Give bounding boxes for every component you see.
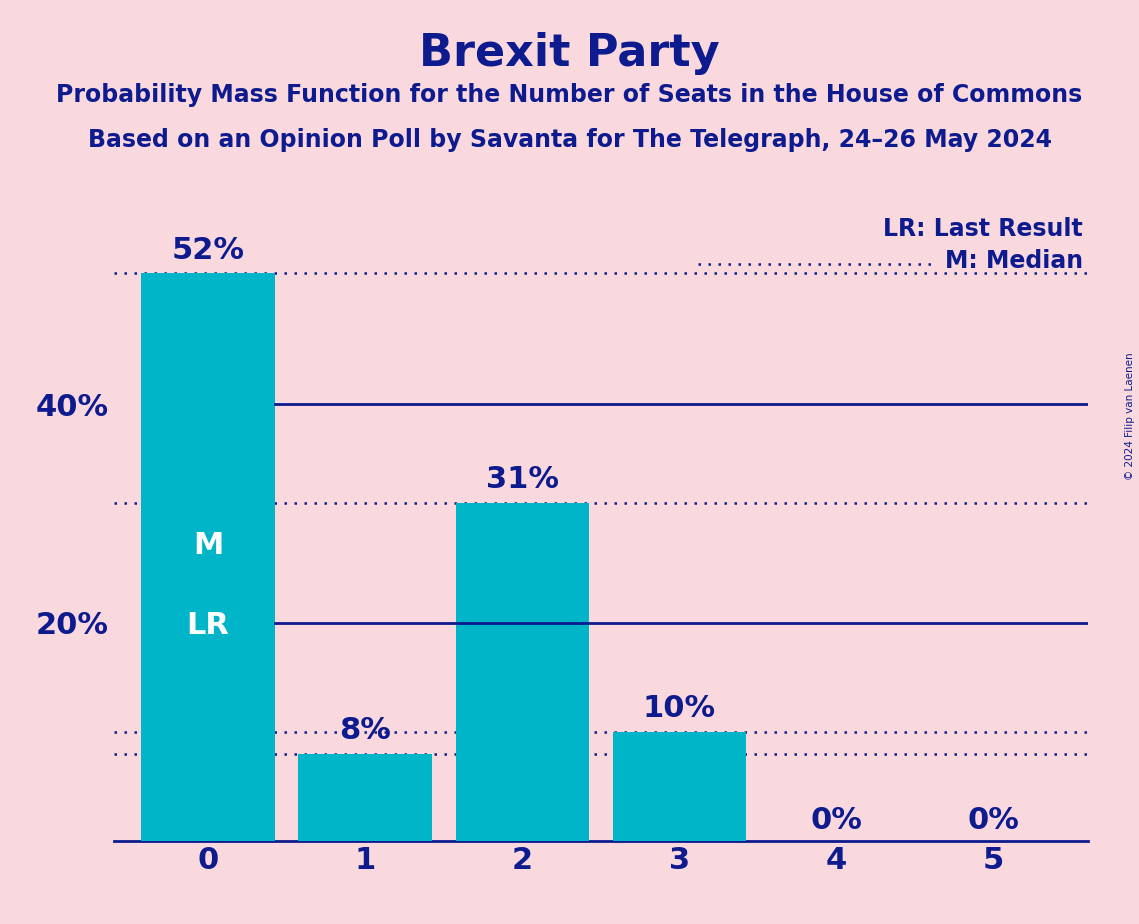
Text: 0%: 0% bbox=[967, 807, 1019, 835]
Text: M: Median: M: Median bbox=[944, 249, 1083, 273]
Text: LR: Last Result: LR: Last Result bbox=[883, 217, 1083, 241]
Text: 10%: 10% bbox=[642, 694, 716, 723]
Text: 52%: 52% bbox=[172, 236, 245, 264]
Text: Probability Mass Function for the Number of Seats in the House of Commons: Probability Mass Function for the Number… bbox=[56, 83, 1083, 107]
Text: Brexit Party: Brexit Party bbox=[419, 32, 720, 76]
Text: 0%: 0% bbox=[811, 807, 862, 835]
Text: 8%: 8% bbox=[339, 716, 391, 745]
Text: © 2024 Filip van Laenen: © 2024 Filip van Laenen bbox=[1125, 352, 1134, 480]
Text: M: M bbox=[192, 531, 223, 560]
Bar bbox=[613, 732, 746, 841]
Text: 31%: 31% bbox=[486, 465, 559, 493]
Text: Based on an Opinion Poll by Savanta for The Telegraph, 24–26 May 2024: Based on an Opinion Poll by Savanta for … bbox=[88, 128, 1051, 152]
Bar bbox=[141, 274, 274, 841]
Bar bbox=[456, 503, 589, 841]
Text: LR: LR bbox=[187, 611, 230, 639]
Bar bbox=[298, 754, 432, 841]
